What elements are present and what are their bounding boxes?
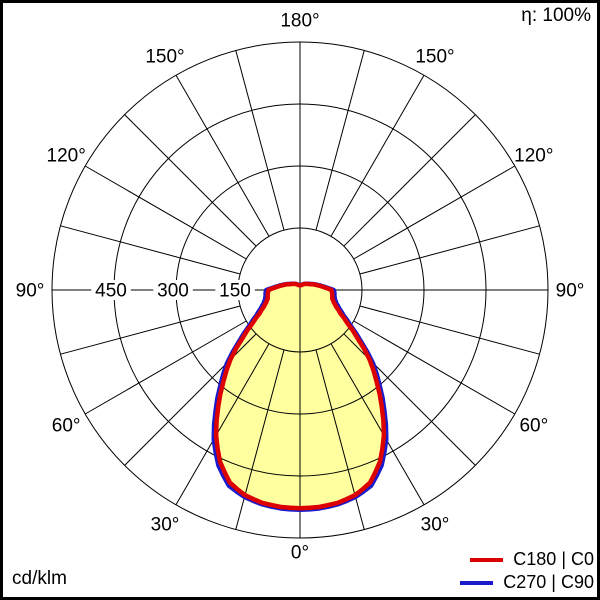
grid-spoke-135: [343, 114, 476, 247]
legend-line-blue-icon: [460, 580, 494, 585]
radial-tick-label-450: 450: [95, 281, 127, 302]
grid-spoke-210: [175, 74, 270, 237]
angle-label-120-right: 120°: [514, 146, 553, 167]
radial-tick-label-150: 150: [219, 281, 251, 302]
legend-label-c180-c0: C180 | C0: [513, 549, 594, 569]
grid-spoke-105: [359, 225, 540, 275]
radial-label-bg-300: [153, 280, 193, 300]
legend-item-c180-c0: C180 | C0: [470, 549, 594, 569]
grid-spoke-255: [60, 225, 241, 275]
grid-spoke-75: [359, 305, 540, 355]
angle-label-150-right: 150°: [415, 47, 454, 68]
grid-spoke-330: [175, 343, 270, 506]
angle-label-90-right: 90°: [556, 281, 585, 302]
grid-spoke-120: [353, 165, 516, 260]
legend: C180 | C0 C270 | C90: [460, 549, 594, 592]
grid-spoke-30: [330, 343, 425, 506]
curve-c180-c0: [213, 281, 387, 511]
unit-label: cd/klm: [12, 568, 67, 589]
grid-spoke-285: [60, 305, 241, 355]
grid-spoke-300: [84, 320, 247, 415]
angle-label-180: 180°: [280, 11, 319, 32]
angle-label-60-right: 60°: [519, 416, 548, 437]
grid-spoke-15: [315, 349, 365, 530]
legend-line-red-icon: [470, 557, 504, 562]
grid-spoke-195: [235, 50, 285, 231]
angle-label-120-left: 120°: [47, 146, 86, 167]
radial-tick-label-300: 300: [157, 281, 189, 302]
grid-spoke-345: [235, 349, 285, 530]
legend-item-c270-c90: C270 | C90: [460, 572, 594, 592]
radial-label-bg-150: [215, 280, 255, 300]
grid-spoke-165: [315, 50, 365, 231]
grid-spoke-60: [353, 320, 516, 415]
radial-label-bg-450: [91, 280, 131, 300]
angle-label-90-left: 90°: [16, 281, 45, 302]
efficiency-label: η: 100%: [521, 5, 591, 26]
angle-label-60-left: 60°: [52, 416, 81, 437]
angle-label-30-right: 30°: [421, 514, 450, 535]
grid-spoke-150: [330, 74, 425, 237]
grid-spoke-225: [124, 114, 257, 247]
legend-label-c270-c90: C270 | C90: [503, 572, 594, 592]
angle-label-150-left: 150°: [145, 47, 184, 68]
angle-label-30-left: 30°: [151, 514, 180, 535]
angle-label-0: 0°: [291, 543, 309, 564]
grid-spoke-240: [84, 165, 247, 260]
